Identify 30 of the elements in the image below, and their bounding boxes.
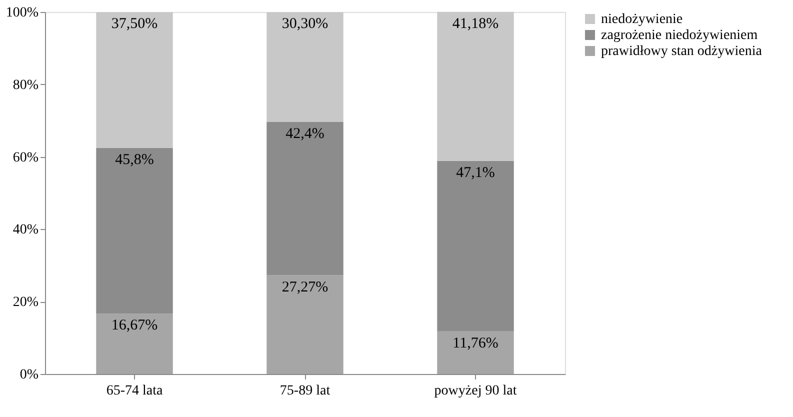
- y-tick-label: 100%: [6, 6, 39, 20]
- bar: [437, 12, 514, 161]
- bar: [266, 122, 344, 276]
- y-tick-label: 0%: [20, 368, 39, 382]
- x-tick-label: 75-89 lat: [280, 384, 330, 398]
- y-tick-label: 40%: [12, 222, 39, 238]
- data-label: 27,27%: [282, 279, 328, 296]
- y-tick-label: 60%: [12, 150, 39, 166]
- y-tick-label: 80%: [12, 78, 39, 93]
- x-tick-label: powyżej 90 lat: [434, 384, 517, 398]
- legend-label: zagrożenie niedożywieniem: [601, 28, 758, 43]
- data-label: 41,18%: [452, 16, 499, 32]
- bar: [266, 12, 344, 122]
- y-tick-label: 20%: [12, 295, 39, 310]
- data-label: 11,76%: [452, 335, 498, 352]
- bar: [437, 160, 514, 332]
- data-label: 45,8%: [115, 152, 154, 168]
- data-label: 42,4%: [286, 126, 324, 142]
- data-label: 47,1%: [456, 164, 495, 181]
- legend-label: prawidłowy stan odżywienia: [601, 44, 763, 59]
- bar: [96, 12, 173, 148]
- data-label: 16,67%: [111, 318, 158, 334]
- x-tick-label: 65-74 lata: [106, 384, 164, 398]
- data-label: 30,30%: [282, 16, 328, 32]
- bar: [437, 331, 514, 374]
- bar: [96, 314, 173, 374]
- legend-label: niedożywienie: [601, 12, 683, 27]
- data-label: 37,50%: [111, 16, 158, 32]
- bar: [266, 275, 344, 374]
- bar: [96, 148, 173, 314]
